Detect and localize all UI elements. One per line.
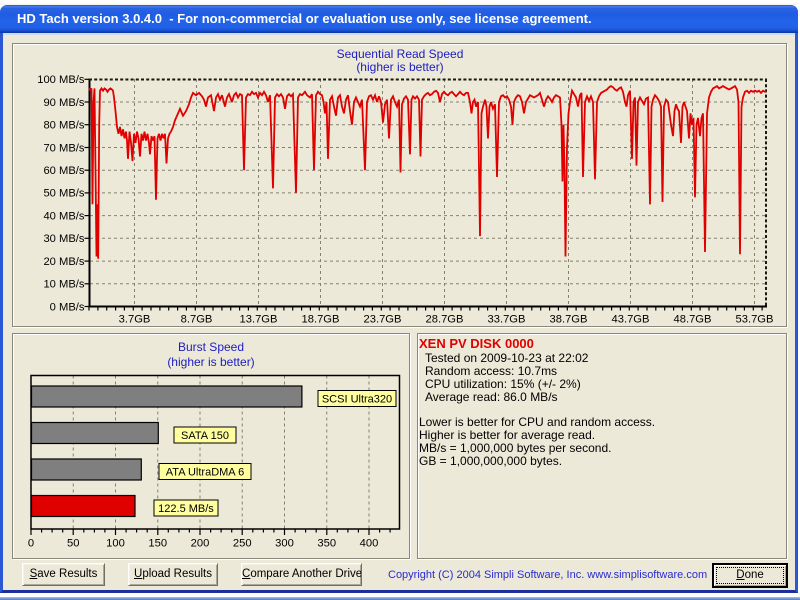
- svg-text:28.7GB: 28.7GB: [426, 314, 464, 326]
- svg-text:50: 50: [67, 538, 79, 550]
- svg-text:40 MB/s: 40 MB/s: [43, 210, 84, 222]
- svg-text:33.7GB: 33.7GB: [488, 314, 526, 326]
- svg-text:8.7GB: 8.7GB: [181, 314, 213, 326]
- svg-text:60 MB/s: 60 MB/s: [43, 165, 84, 177]
- svg-text:80 MB/s: 80 MB/s: [43, 120, 84, 132]
- svg-text:SCSI Ultra320: SCSI Ultra320: [322, 394, 392, 406]
- svg-text:23.7GB: 23.7GB: [364, 314, 402, 326]
- svg-text:250: 250: [233, 538, 252, 550]
- svg-text:48.7GB: 48.7GB: [674, 314, 712, 326]
- svg-text:50 MB/s: 50 MB/s: [43, 188, 84, 200]
- svg-text:38.7GB: 38.7GB: [550, 314, 588, 326]
- svg-text:ATA UltraDMA 6: ATA UltraDMA 6: [166, 467, 244, 479]
- svg-text:70 MB/s: 70 MB/s: [43, 142, 84, 154]
- svg-text:3.7GB: 3.7GB: [119, 314, 151, 326]
- svg-text:0 MB/s: 0 MB/s: [50, 301, 85, 313]
- svg-text:100 MB/s: 100 MB/s: [37, 74, 85, 86]
- svg-text:SATA 150: SATA 150: [181, 430, 229, 442]
- svg-text:43.7GB: 43.7GB: [612, 314, 650, 326]
- svg-text:150: 150: [148, 538, 167, 550]
- svg-text:20 MB/s: 20 MB/s: [43, 256, 84, 268]
- svg-text:350: 350: [317, 538, 336, 550]
- svg-text:400: 400: [360, 538, 379, 550]
- svg-text:300: 300: [275, 538, 294, 550]
- svg-text:53.7GB: 53.7GB: [736, 314, 774, 326]
- svg-text:10 MB/s: 10 MB/s: [43, 279, 84, 291]
- svg-text:13.7GB: 13.7GB: [240, 314, 278, 326]
- svg-text:200: 200: [191, 538, 210, 550]
- svg-text:18.7GB: 18.7GB: [302, 314, 340, 326]
- svg-text:0: 0: [28, 538, 34, 550]
- svg-text:100: 100: [106, 538, 125, 550]
- svg-text:30 MB/s: 30 MB/s: [43, 233, 84, 245]
- svg-text:90 MB/s: 90 MB/s: [43, 97, 84, 109]
- svg-text:122.5 MB/s: 122.5 MB/s: [158, 503, 214, 515]
